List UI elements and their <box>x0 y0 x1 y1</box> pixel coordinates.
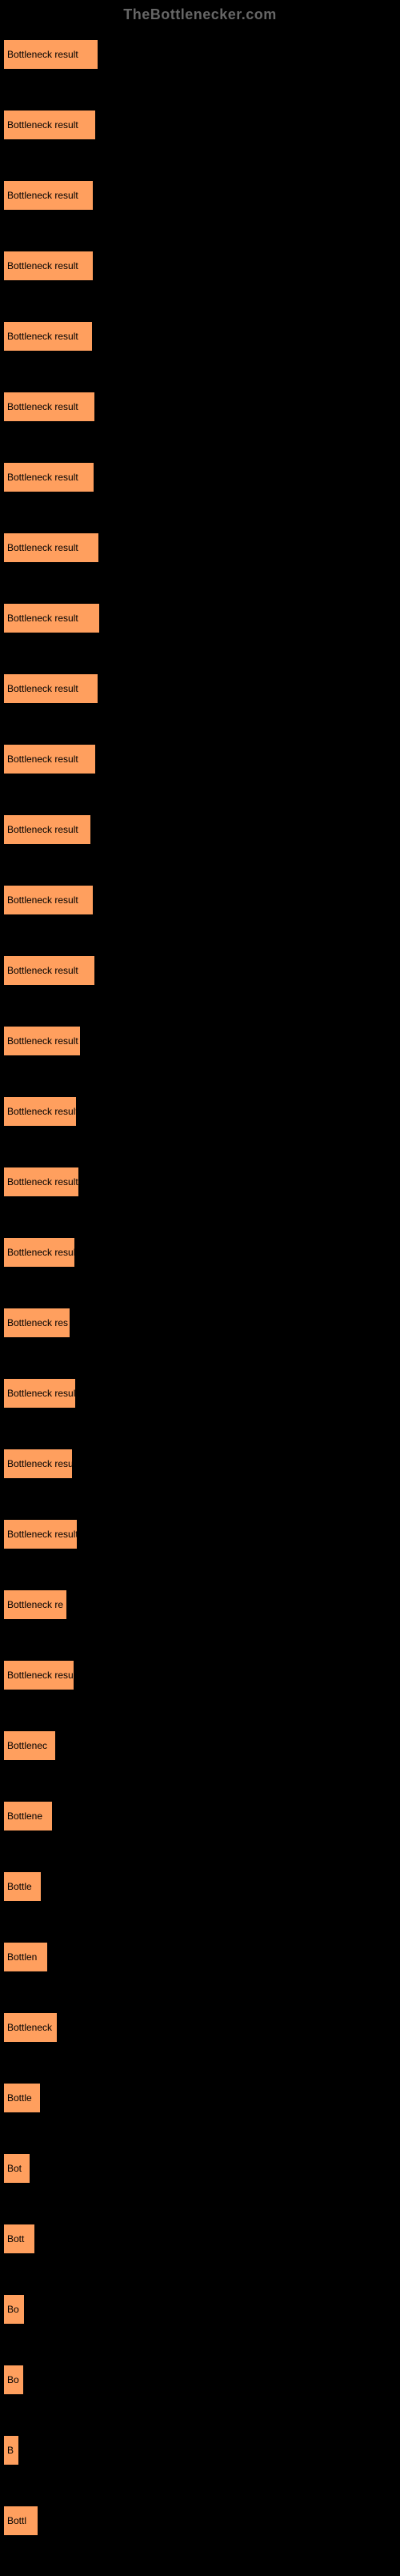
bar-row: Bottleneck result <box>3 1519 397 1549</box>
bar-row: B <box>3 2435 397 2465</box>
bar-row: Bottleneck resul <box>3 1660 397 1690</box>
bar-row: Bottleneck result <box>3 1096 397 1127</box>
bar: Bottleneck result <box>3 180 94 211</box>
bar: Bottleneck res <box>3 1308 70 1338</box>
bar-chart: Bottleneck result Bottleneck result Bottle… <box>0 39 400 2536</box>
bar-row: Bot <box>3 2153 397 2184</box>
bar-row: Bottleneck result <box>3 251 397 281</box>
bar-row: Bottleneck resu <box>3 1449 397 1479</box>
bar-row: Bottleneck result <box>3 1237 397 1268</box>
bar-row: Bottleneck result <box>3 885 397 915</box>
bar-row: Bottle <box>3 1871 397 1902</box>
bar: Bo <box>3 2294 25 2325</box>
bar: Bo <box>3 2365 24 2395</box>
bar-row: Bottleneck result <box>3 532 397 563</box>
bar-row: Bottlene <box>3 1801 397 1831</box>
bar-row: Bottleneck result <box>3 1026 397 1056</box>
bar: Bot <box>3 2153 30 2184</box>
bar-row: Bottleneck result <box>3 39 397 70</box>
bar: Bottleneck result <box>3 251 94 281</box>
bar-row: Bott <box>3 2224 397 2254</box>
bar: Bottleneck result <box>3 462 94 492</box>
bar-row: Bottleneck result <box>3 462 397 492</box>
bar: Bott <box>3 2224 35 2254</box>
bar-row: Bottleneck result <box>3 814 397 845</box>
bar-row: Bottleneck result <box>3 321 397 352</box>
bar: Bottleneck result <box>3 1167 79 1197</box>
bar: Bottleneck result <box>3 1026 81 1056</box>
bar: Bottlen <box>3 1942 48 1972</box>
bar: Bottleneck result <box>3 673 98 704</box>
bar-row: Bottleneck result <box>3 110 397 140</box>
bar: Bottlenec <box>3 1730 56 1761</box>
bar-row: Bottlen <box>3 1942 397 1972</box>
bar: Bottleneck result <box>3 885 94 915</box>
bar: Bottleneck resul <box>3 1660 74 1690</box>
bar-row: Bottleneck re <box>3 1589 397 1620</box>
bar: Bottleneck result <box>3 603 100 633</box>
bar: Bottleneck result <box>3 1378 76 1409</box>
bar: Bottleneck result <box>3 955 95 986</box>
bar-row: Bottleneck result <box>3 603 397 633</box>
bar: Bottle <box>3 2083 41 2113</box>
bar-row: Bottleneck <box>3 2012 397 2043</box>
bar-row: Bottlenec <box>3 1730 397 1761</box>
bar-row: Bottleneck result <box>3 744 397 774</box>
bar-row: Bottleneck result <box>3 1378 397 1409</box>
bar: Bottleneck result <box>3 532 99 563</box>
bar-row: Bottl <box>3 2506 397 2536</box>
bar: Bottleneck result <box>3 110 96 140</box>
bar: Bottleneck re <box>3 1589 67 1620</box>
bar-row: Bottleneck result <box>3 673 397 704</box>
bar: Bottleneck result <box>3 1237 75 1268</box>
bar: Bottleneck result <box>3 814 91 845</box>
bar: Bottleneck result <box>3 321 93 352</box>
bar: Bottleneck result <box>3 39 98 70</box>
bar-row: Bottleneck result <box>3 1167 397 1197</box>
bar: Bottle <box>3 1871 42 1902</box>
bar-row: Bottleneck result <box>3 392 397 422</box>
bar-row: Bottleneck result <box>3 955 397 986</box>
watermark-text: TheBottlenecker.com <box>0 6 400 23</box>
bar-row: Bottle <box>3 2083 397 2113</box>
bar: Bottleneck resu <box>3 1449 73 1479</box>
bar-row: Bottleneck res <box>3 1308 397 1338</box>
bar: B <box>3 2435 19 2465</box>
bar: Bottleneck <box>3 2012 58 2043</box>
bar: Bottleneck result <box>3 744 96 774</box>
bar: Bottleneck result <box>3 1519 78 1549</box>
bar: Bottl <box>3 2506 38 2536</box>
bar-row: Bottleneck result <box>3 180 397 211</box>
bar-row: Bo <box>3 2294 397 2325</box>
bar-row: Bo <box>3 2365 397 2395</box>
bar: Bottleneck result <box>3 1096 77 1127</box>
bar: Bottleneck result <box>3 392 95 422</box>
bar: Bottlene <box>3 1801 53 1831</box>
